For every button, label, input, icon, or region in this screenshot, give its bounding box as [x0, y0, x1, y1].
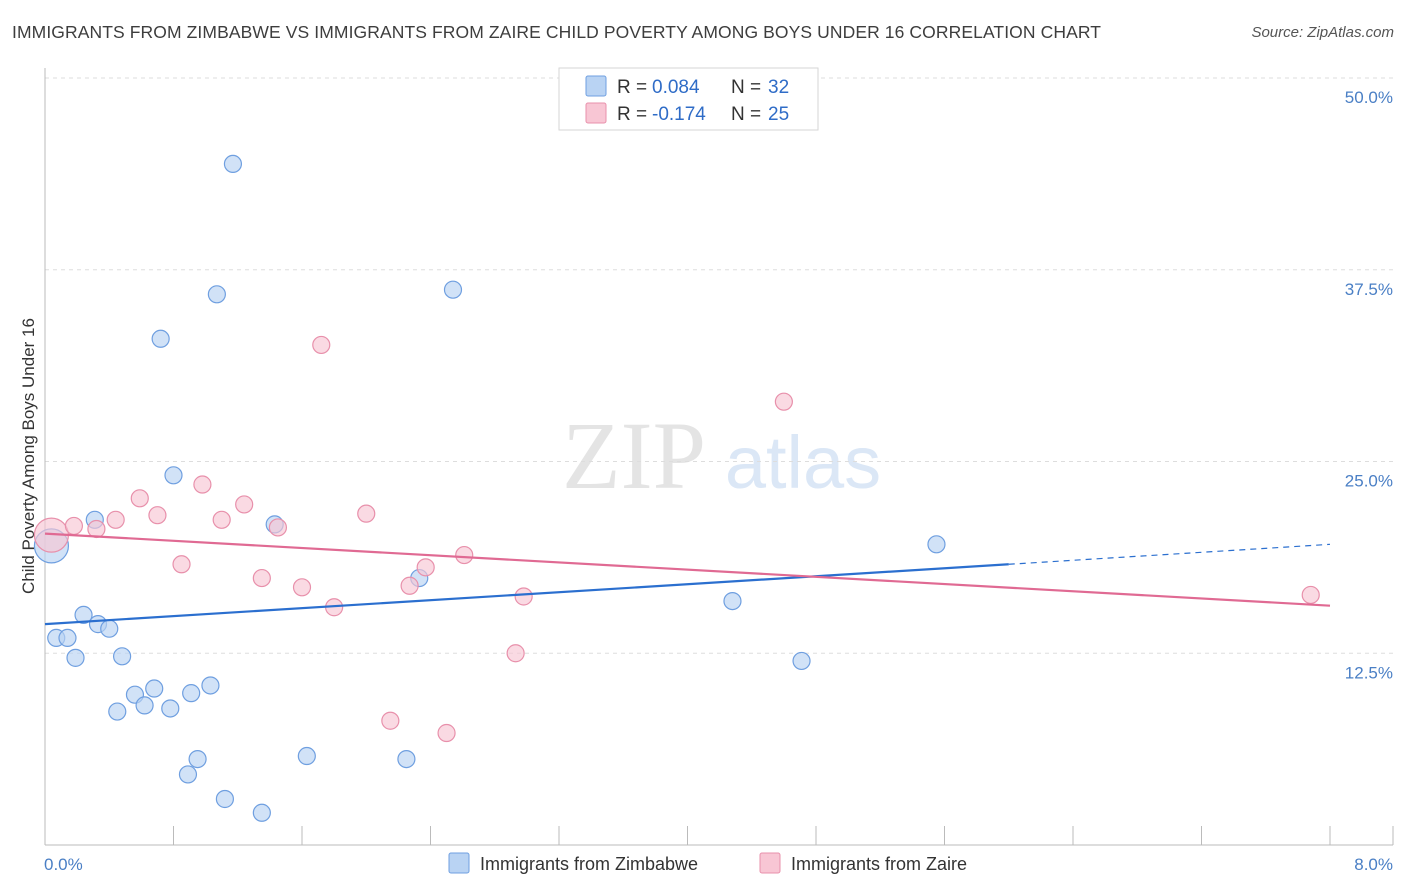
data-point-zaire	[172, 555, 191, 574]
data-point-zimbabwe	[207, 285, 226, 304]
data-point-zimbabwe	[182, 684, 201, 703]
data-point-zaire	[292, 578, 312, 597]
trend-lines	[44, 532, 1331, 626]
data-point-zimbabwe	[201, 676, 220, 695]
series-legend-label-zaire: Immigrants from Zaire	[791, 854, 967, 874]
data-point-zimbabwe	[112, 647, 132, 666]
data-point-zimbabwe	[215, 789, 234, 809]
data-point-zaire	[252, 568, 271, 588]
data-point-zaire	[235, 495, 254, 514]
data-point-zimbabwe	[792, 651, 811, 671]
data-point-zimbabwe	[135, 696, 154, 715]
legend-n-value-zimbabwe: 32	[768, 77, 789, 98]
data-point-zaire	[312, 335, 331, 355]
chart-title: IMMIGRANTS FROM ZIMBABWE VS IMMIGRANTS F…	[12, 22, 1102, 42]
data-point-zaire	[106, 510, 125, 529]
y-tick-label: 37.5%	[1345, 280, 1393, 299]
data-point-zaire	[416, 558, 435, 577]
data-point-zimbabwe	[723, 591, 742, 611]
data-point-zaire	[87, 519, 106, 539]
series-legend: Immigrants from Zimbabwe Immigrants from…	[448, 852, 967, 874]
data-point-zimbabwe	[100, 619, 119, 638]
data-point-zimbabwe	[66, 648, 85, 667]
grid-lines	[45, 77, 1393, 654]
watermark-zip: ZIP	[562, 402, 706, 509]
data-point-zimbabwe	[188, 749, 207, 769]
data-point-zaire	[130, 489, 149, 508]
axes	[44, 68, 1393, 846]
x-tick-label-max: 8.0%	[1354, 855, 1393, 874]
data-point-zimbabwe	[151, 329, 170, 348]
data-point-zimbabwe	[443, 280, 463, 299]
source-label: Source: ZipAtlas.com	[1251, 24, 1394, 41]
legend-r-value-zimbabwe: 0.084	[652, 77, 700, 98]
series-legend-swatch-zimbabwe	[448, 852, 470, 874]
data-point-zaire	[1301, 585, 1320, 605]
legend-swatch-zaire	[585, 102, 607, 124]
y-tick-label: 25.0%	[1345, 472, 1393, 491]
trend-line-extension-zimbabwe	[1008, 543, 1331, 565]
legend-n-value-zaire: 25	[768, 104, 789, 125]
data-point-zaire	[357, 504, 376, 523]
legend-n-label-zimbabwe: N =	[731, 77, 761, 98]
legend-r-label-zaire: R =	[617, 104, 647, 125]
y-axis-label: Child Poverty Among Boys Under 16	[19, 318, 38, 594]
data-point-zaire	[514, 587, 533, 606]
data-point-zimbabwe	[74, 605, 93, 625]
trend-line-zimbabwe	[44, 563, 1009, 626]
data-point-zaire	[193, 475, 212, 494]
data-point-zimbabwe	[58, 628, 77, 648]
data-point-zimbabwe	[164, 466, 183, 485]
data-point-zimbabwe	[252, 803, 271, 822]
data-point-zaire	[64, 516, 84, 536]
data-point-zaire	[268, 518, 288, 537]
legend-n-label-zaire: N =	[731, 104, 761, 125]
data-point-zaire	[148, 506, 167, 525]
data-point-zimbabwe	[223, 154, 243, 174]
x-ticks	[44, 826, 1394, 845]
series-legend-label-zimbabwe: Immigrants from Zimbabwe	[480, 854, 698, 874]
data-point-zimbabwe	[297, 746, 316, 766]
legend-r-label-zimbabwe: R =	[617, 77, 647, 98]
y-tick-label: 12.5%	[1345, 663, 1393, 682]
legend-r-value-zaire: -0.174	[652, 104, 706, 125]
trend-line-zaire	[44, 532, 1331, 607]
data-point-zaire	[774, 392, 793, 411]
watermark-atlas: atlas	[725, 421, 881, 504]
y-tick-label: 50.0%	[1345, 88, 1393, 107]
correlation-legend: R = 0.084 N = 32 R = -0.174 N = 25	[558, 67, 819, 131]
data-point-zimbabwe	[397, 749, 416, 769]
data-point-zimbabwe	[927, 535, 946, 554]
data-point-zaire	[212, 510, 231, 529]
series-zaire-points	[33, 335, 1320, 743]
x-tick-label-min: 0.0%	[44, 855, 83, 874]
series-legend-swatch-zaire	[759, 852, 781, 874]
data-point-zimbabwe	[161, 699, 180, 718]
data-point-zimbabwe	[108, 702, 127, 721]
data-point-zimbabwe	[145, 679, 164, 698]
y-tick-labels: 12.5% 25.0% 37.5% 50.0%	[1345, 88, 1393, 682]
data-point-zaire	[506, 644, 525, 663]
data-point-zimbabwe	[178, 765, 198, 784]
data-point-zaire	[437, 723, 456, 743]
data-point-zaire	[455, 545, 474, 565]
data-point-zaire	[400, 576, 419, 595]
legend-swatch-zimbabwe	[585, 75, 607, 97]
data-point-zaire	[381, 711, 400, 730]
